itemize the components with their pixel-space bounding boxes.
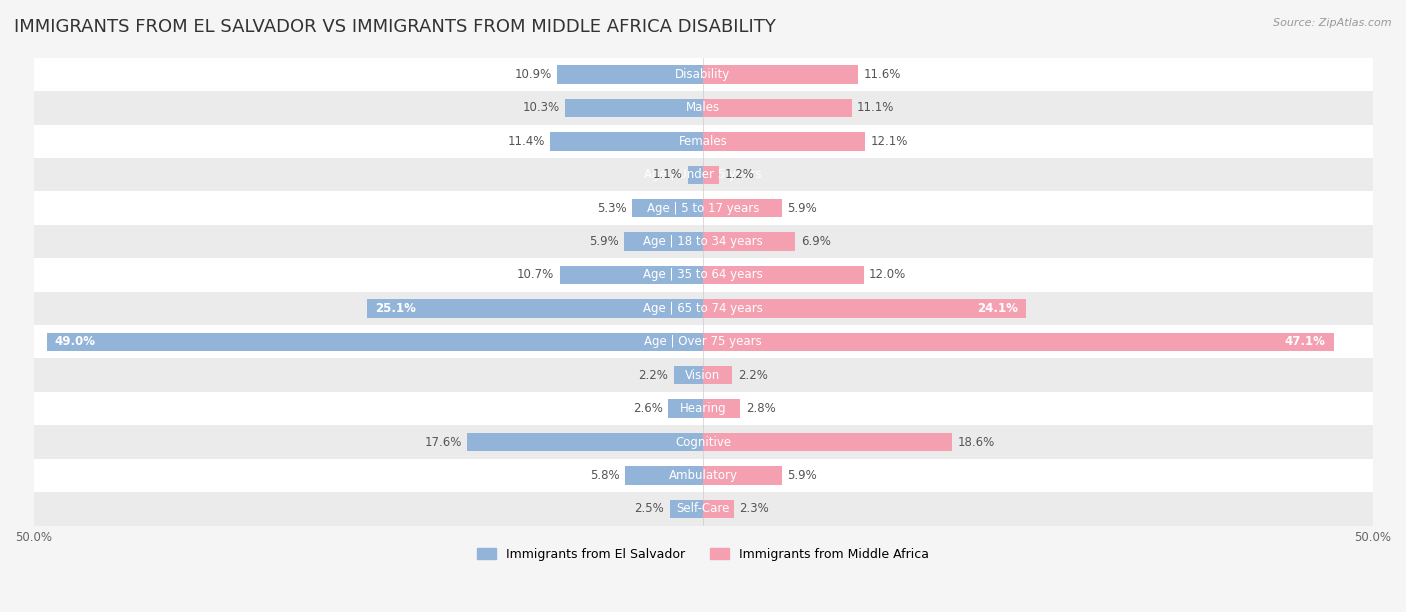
Text: 2.5%: 2.5%	[634, 502, 664, 515]
Bar	[633, 199, 703, 217]
Text: IMMIGRANTS FROM EL SALVADOR VS IMMIGRANTS FROM MIDDLE AFRICA DISABILITY: IMMIGRANTS FROM EL SALVADOR VS IMMIGRANT…	[14, 18, 776, 36]
Bar	[34, 158, 1372, 192]
Text: 6.9%: 6.9%	[801, 235, 831, 248]
Bar	[34, 192, 1372, 225]
Legend: Immigrants from El Salvador, Immigrants from Middle Africa: Immigrants from El Salvador, Immigrants …	[472, 543, 934, 566]
Bar	[565, 99, 703, 117]
Bar	[673, 366, 703, 384]
Bar	[668, 400, 703, 418]
Bar	[703, 433, 952, 451]
Bar	[703, 166, 718, 184]
Bar	[703, 499, 734, 518]
Text: 5.9%: 5.9%	[787, 202, 817, 215]
Text: Cognitive: Cognitive	[675, 436, 731, 449]
Bar	[34, 225, 1372, 258]
Text: Disability: Disability	[675, 68, 731, 81]
Bar	[703, 466, 782, 485]
Bar	[34, 292, 1372, 325]
Text: 12.1%: 12.1%	[870, 135, 908, 148]
Text: 18.6%: 18.6%	[957, 436, 994, 449]
Text: Age | 5 to 17 years: Age | 5 to 17 years	[647, 202, 759, 215]
Bar	[46, 332, 703, 351]
Text: 1.1%: 1.1%	[652, 168, 683, 181]
Text: Age | 18 to 34 years: Age | 18 to 34 years	[643, 235, 763, 248]
Bar	[703, 332, 1334, 351]
Bar	[703, 99, 852, 117]
Bar	[367, 299, 703, 318]
Bar	[624, 233, 703, 251]
Text: 10.3%: 10.3%	[523, 102, 560, 114]
Bar	[550, 132, 703, 151]
Bar	[34, 492, 1372, 526]
Bar	[703, 299, 1026, 318]
Text: 49.0%: 49.0%	[55, 335, 96, 348]
Text: Age | Over 75 years: Age | Over 75 years	[644, 335, 762, 348]
Text: 5.9%: 5.9%	[589, 235, 619, 248]
Text: 2.6%: 2.6%	[633, 402, 662, 415]
Text: 11.6%: 11.6%	[863, 68, 901, 81]
Bar	[703, 233, 796, 251]
Text: Age | Under 5 years: Age | Under 5 years	[644, 168, 762, 181]
Bar	[689, 166, 703, 184]
Text: 5.8%: 5.8%	[591, 469, 620, 482]
Text: 24.1%: 24.1%	[977, 302, 1018, 315]
Bar	[703, 65, 858, 84]
Bar	[703, 199, 782, 217]
Bar	[34, 425, 1372, 459]
Text: 2.3%: 2.3%	[740, 502, 769, 515]
Bar	[703, 400, 741, 418]
Bar	[34, 459, 1372, 492]
Text: 2.2%: 2.2%	[638, 368, 668, 382]
Bar	[703, 366, 733, 384]
Text: Vision: Vision	[685, 368, 721, 382]
Text: Source: ZipAtlas.com: Source: ZipAtlas.com	[1274, 18, 1392, 28]
Bar	[703, 132, 865, 151]
Bar	[467, 433, 703, 451]
Bar	[669, 499, 703, 518]
Bar	[560, 266, 703, 284]
Bar	[34, 258, 1372, 292]
Text: Hearing: Hearing	[679, 402, 727, 415]
Bar	[703, 266, 863, 284]
Text: Females: Females	[679, 135, 727, 148]
Text: 5.9%: 5.9%	[787, 469, 817, 482]
Bar	[34, 125, 1372, 158]
Text: 11.1%: 11.1%	[858, 102, 894, 114]
Text: Ambulatory: Ambulatory	[668, 469, 738, 482]
Bar	[34, 58, 1372, 91]
Text: 25.1%: 25.1%	[375, 302, 416, 315]
Text: 12.0%: 12.0%	[869, 269, 907, 282]
Text: 11.4%: 11.4%	[508, 135, 546, 148]
Text: 47.1%: 47.1%	[1285, 335, 1326, 348]
Text: 10.9%: 10.9%	[515, 68, 551, 81]
Bar	[34, 91, 1372, 125]
Bar	[626, 466, 703, 485]
Text: 2.8%: 2.8%	[745, 402, 776, 415]
Text: 5.3%: 5.3%	[598, 202, 627, 215]
Bar	[34, 392, 1372, 425]
Text: 17.6%: 17.6%	[425, 436, 463, 449]
Text: Age | 65 to 74 years: Age | 65 to 74 years	[643, 302, 763, 315]
Bar	[557, 65, 703, 84]
Text: Age | 35 to 64 years: Age | 35 to 64 years	[643, 269, 763, 282]
Bar	[34, 359, 1372, 392]
Text: 1.2%: 1.2%	[724, 168, 754, 181]
Text: Males: Males	[686, 102, 720, 114]
Text: 2.2%: 2.2%	[738, 368, 768, 382]
Bar	[34, 325, 1372, 359]
Text: Self-Care: Self-Care	[676, 502, 730, 515]
Text: 10.7%: 10.7%	[517, 269, 554, 282]
